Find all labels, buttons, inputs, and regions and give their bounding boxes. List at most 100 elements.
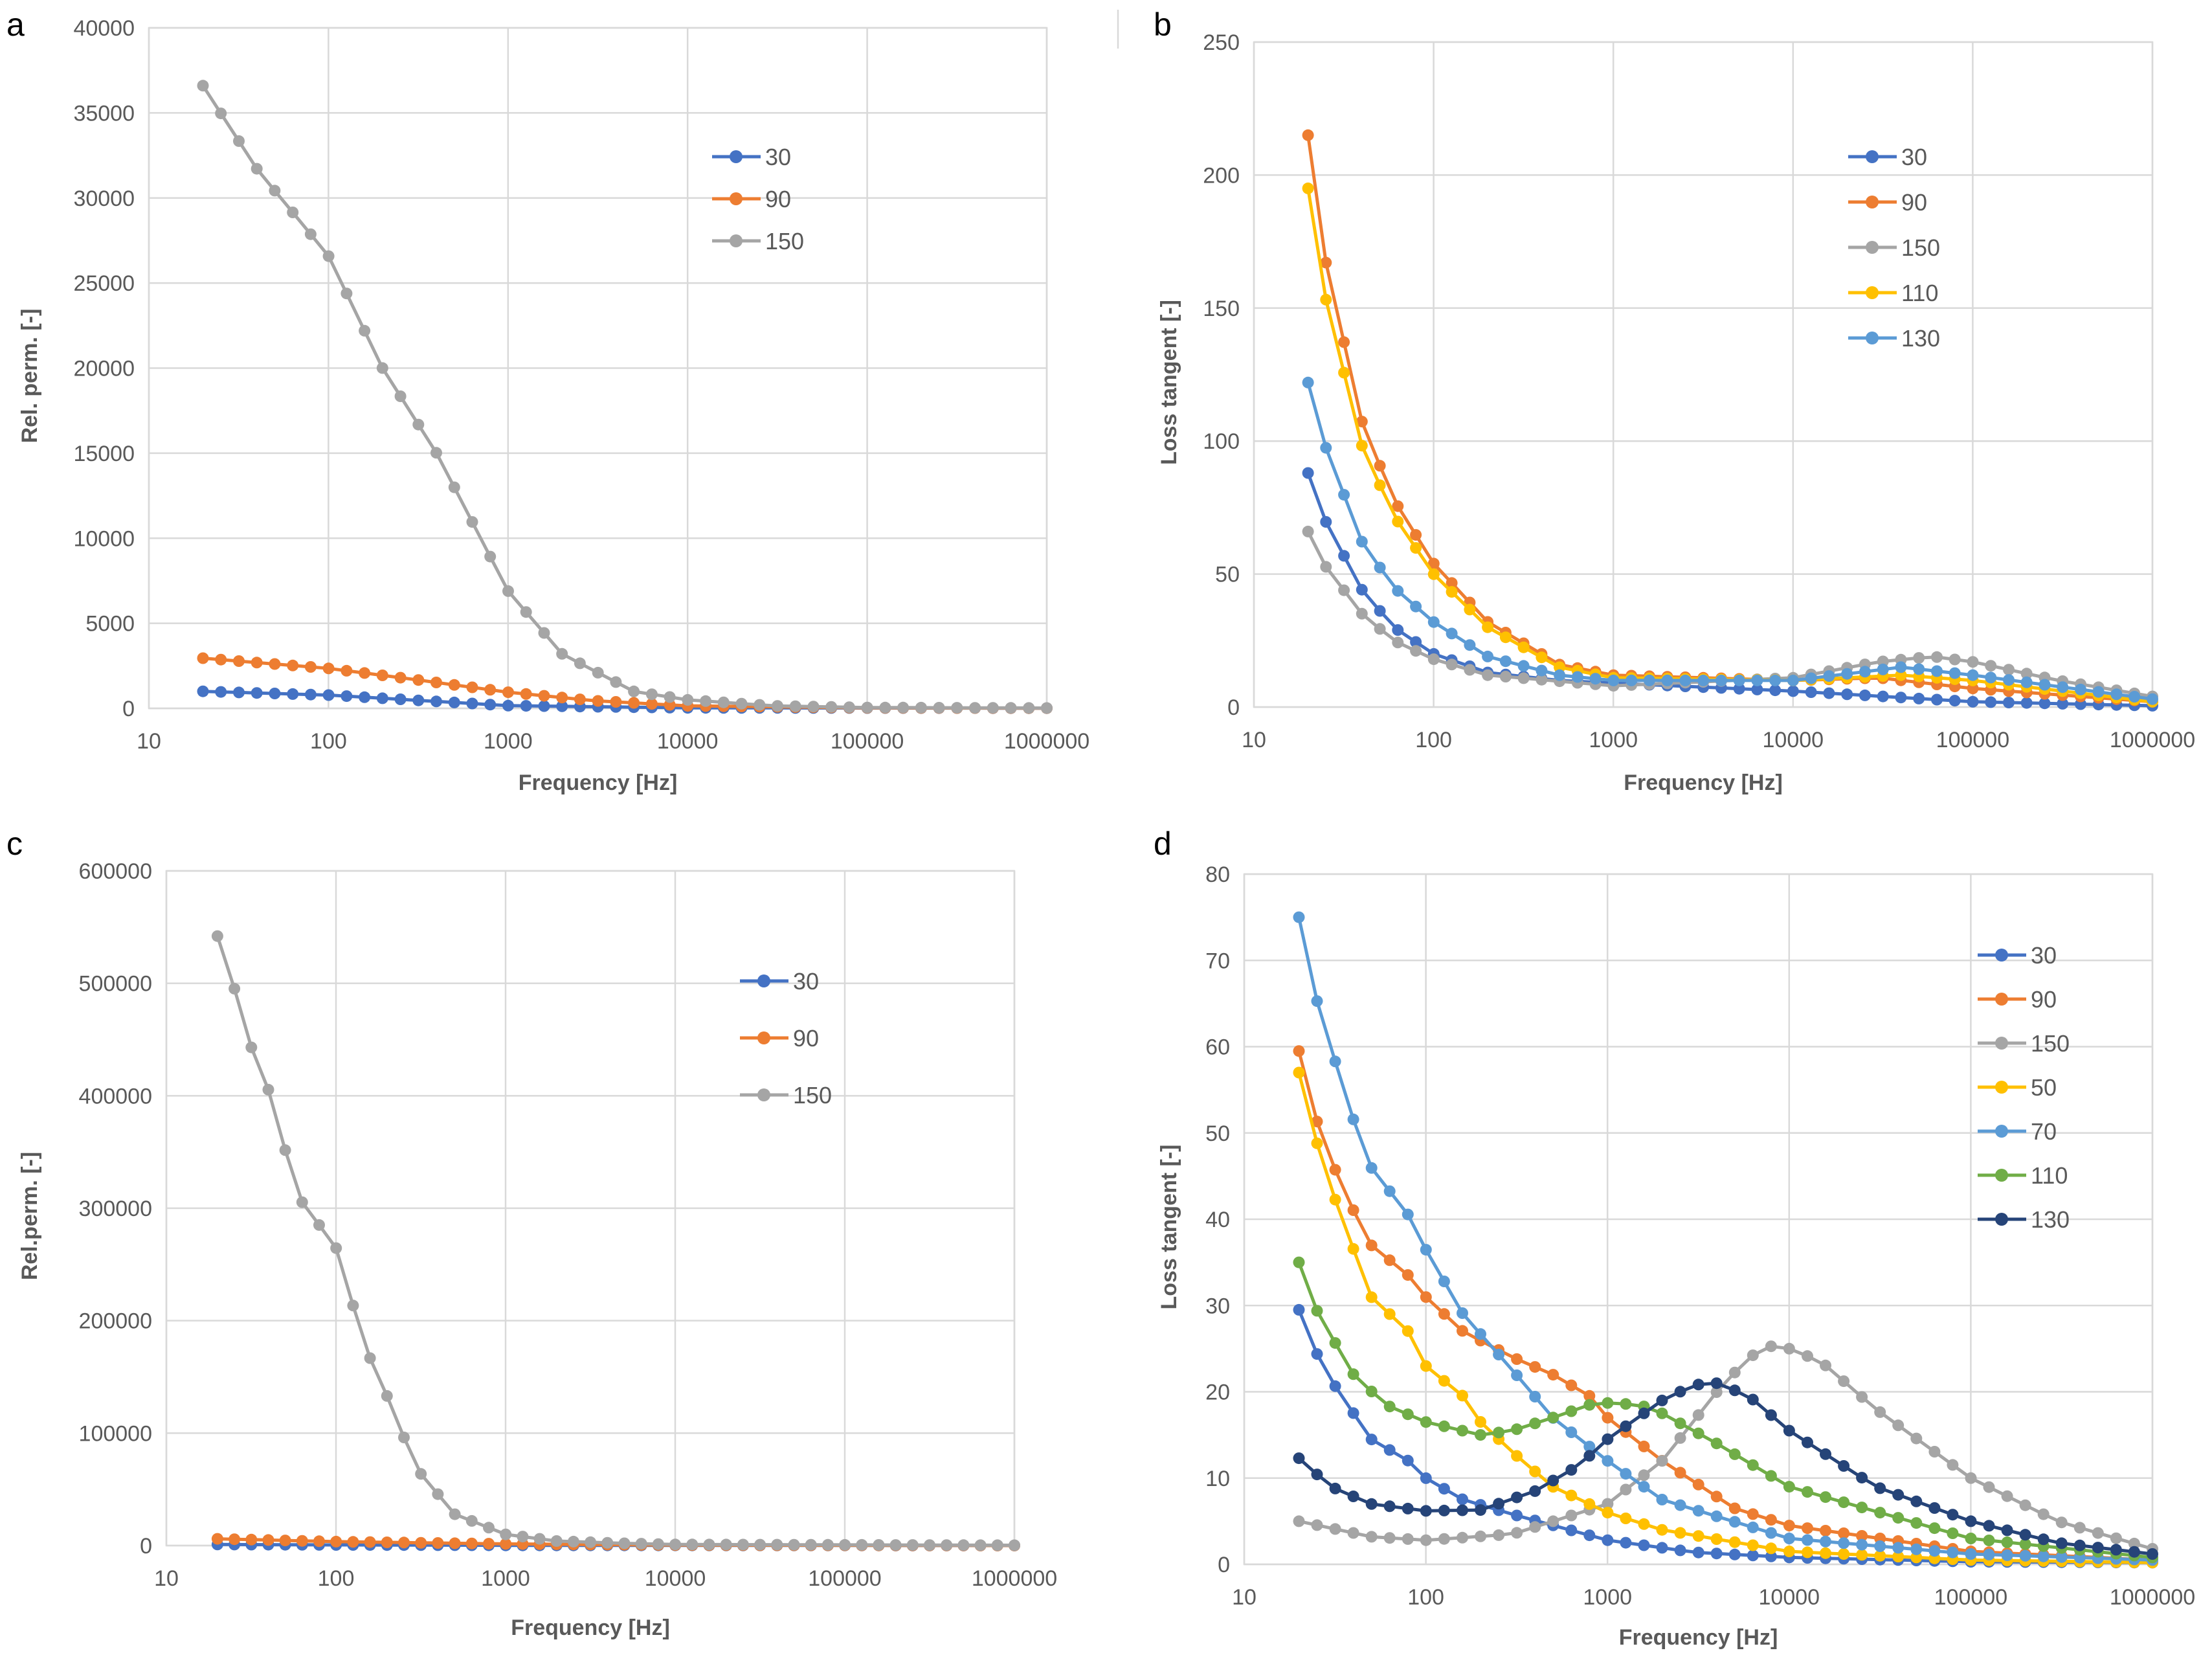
data-point <box>233 135 245 147</box>
x-tick-label: 1000000 <box>2110 728 2195 752</box>
data-point <box>969 702 981 714</box>
y-tick-label: 300000 <box>79 1197 152 1221</box>
data-point <box>1005 702 1017 714</box>
legend-marker <box>730 150 743 163</box>
data-point <box>1710 1510 1723 1522</box>
data-point <box>1783 1533 1795 1544</box>
data-point <box>2020 676 2033 688</box>
data-point <box>807 701 820 713</box>
data-point <box>1529 1485 1541 1497</box>
y-tick-label: 250 <box>1203 30 1240 55</box>
data-point <box>1589 673 1602 685</box>
data-point <box>1329 1193 1341 1206</box>
data-point <box>1802 1522 1813 1535</box>
panel-letter: c <box>6 826 23 862</box>
x-tick-label: 1000 <box>484 729 533 754</box>
data-point <box>484 684 497 696</box>
data-point <box>635 1538 647 1550</box>
data-point <box>1728 1384 1741 1397</box>
legend-marker <box>1866 286 1879 299</box>
data-point <box>1967 682 1979 695</box>
data-point <box>1728 1516 1741 1528</box>
legend-item: 90 <box>1978 986 2057 1013</box>
legend-item: 150 <box>1848 234 1940 261</box>
x-tick-label: 10000 <box>657 729 719 754</box>
data-point <box>412 418 425 431</box>
data-point <box>215 686 227 698</box>
data-point <box>1751 683 1763 695</box>
data-point <box>322 662 335 675</box>
data-point <box>1931 693 1943 706</box>
data-point <box>2057 681 2069 693</box>
data-point <box>1475 1429 1486 1441</box>
data-point <box>1464 639 1476 651</box>
data-point <box>720 1538 732 1551</box>
data-point <box>1410 600 1422 613</box>
legend-label: 130 <box>1901 325 1940 352</box>
y-axis-label: Loss tangent [-] <box>1157 1145 1181 1310</box>
data-point <box>1841 688 1853 701</box>
data-point <box>987 702 999 714</box>
data-point <box>1620 1483 1632 1496</box>
data-point <box>1783 1342 1795 1355</box>
data-point <box>1329 1337 1341 1349</box>
panel-letter: a <box>6 6 25 43</box>
data-point <box>1931 665 1943 677</box>
data-point <box>430 677 442 688</box>
x-axis-label: Frequency [Hz] <box>1624 771 1783 795</box>
data-point <box>341 287 353 300</box>
data-point <box>1482 621 1494 633</box>
legend-item: 30 <box>712 144 791 170</box>
data-point <box>1302 467 1314 479</box>
panel-letter: b <box>1154 6 1172 43</box>
data-point <box>1656 1494 1668 1505</box>
data-point <box>2037 1508 2050 1520</box>
data-point <box>1517 641 1530 653</box>
data-point <box>1656 1542 1668 1554</box>
data-point <box>1383 1308 1396 1320</box>
data-point <box>1728 1366 1741 1379</box>
data-point <box>1329 1380 1341 1392</box>
data-point <box>262 1083 274 1096</box>
series-line <box>216 935 1015 1547</box>
series-150 <box>211 930 1020 1551</box>
data-point <box>1374 561 1386 574</box>
y-tick-label: 500000 <box>79 972 152 996</box>
data-point <box>1402 1408 1414 1421</box>
data-point <box>279 1535 291 1547</box>
y-tick-label: 200 <box>1203 163 1240 188</box>
legend-marker <box>1995 993 2008 1006</box>
data-point <box>229 982 241 995</box>
data-point <box>1565 1509 1578 1522</box>
x-tick-label: 1000000 <box>972 1566 1057 1591</box>
data-point <box>465 1537 478 1549</box>
data-point <box>1710 1377 1723 1390</box>
data-point <box>1511 1509 1523 1522</box>
data-point <box>1565 1379 1578 1391</box>
data-point <box>1446 577 1458 589</box>
data-point <box>1679 674 1692 686</box>
data-point <box>1410 529 1422 541</box>
data-point <box>1009 1539 1020 1551</box>
y-tick-label: 15000 <box>73 442 135 466</box>
data-point <box>1769 684 1782 697</box>
data-point <box>1511 1353 1523 1365</box>
data-point <box>1838 1375 1850 1388</box>
data-point <box>1783 1546 1795 1557</box>
chart-panel-a: a 0 5000 10000 15000 20000 25000 30000 35000 4000… <box>6 6 1089 795</box>
y-tick-label: 150 <box>1203 297 1240 321</box>
data-point <box>1583 1450 1596 1462</box>
data-point <box>432 1488 444 1500</box>
data-point <box>592 666 604 679</box>
data-point <box>1482 669 1494 681</box>
data-point <box>1311 1469 1323 1481</box>
legend-label: 70 <box>2031 1118 2057 1145</box>
data-point <box>1438 1533 1450 1545</box>
data-point <box>1765 1542 1777 1555</box>
series-110 <box>1302 182 2158 708</box>
data-point <box>465 1514 478 1527</box>
data-point <box>1311 1137 1323 1149</box>
data-point <box>1374 605 1386 617</box>
data-point <box>1365 1531 1378 1543</box>
